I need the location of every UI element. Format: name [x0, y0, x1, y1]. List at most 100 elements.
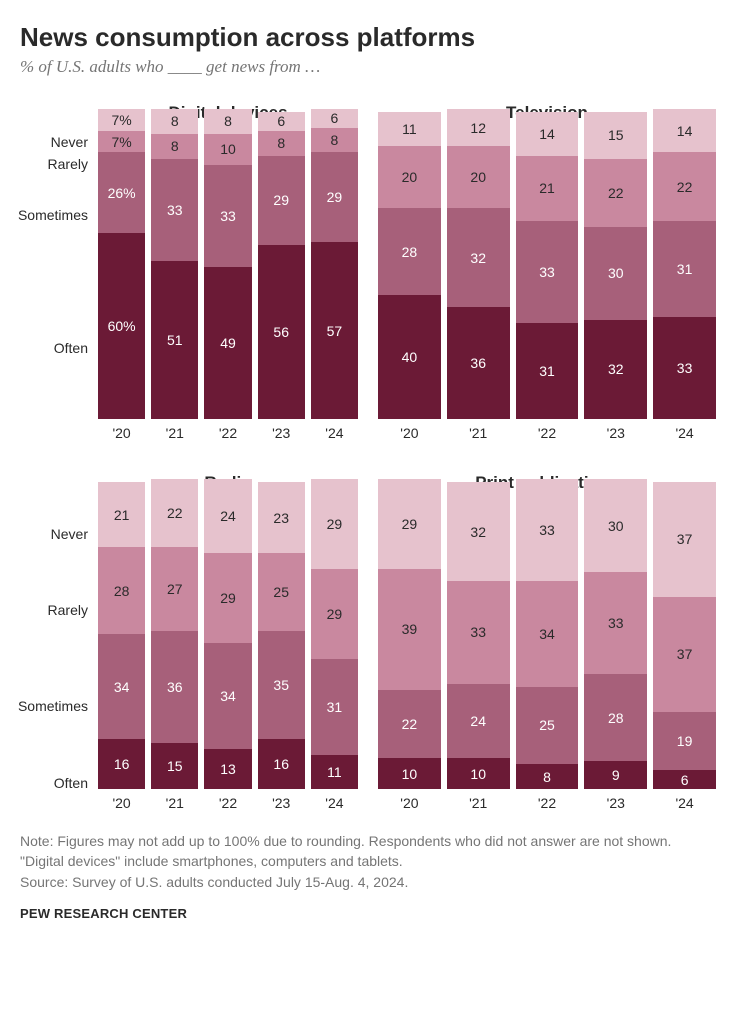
segment-often: 33	[653, 317, 716, 419]
segment-never: 11	[378, 112, 441, 146]
segment-often: 36	[447, 307, 510, 419]
x-tick-label: '23	[258, 789, 305, 811]
segment-never: 30	[584, 479, 647, 572]
bar-stack: 14223133	[653, 109, 716, 419]
source-line: Source: Survey of U.S. adults conducted …	[20, 874, 716, 890]
bar-stack: 7%7%26%60%	[98, 109, 145, 419]
segment-never: 14	[653, 109, 716, 152]
panel-radio: RadioNeverRarelySometimesOften21283416'2…	[20, 473, 358, 811]
segment-sometimes: 36	[151, 631, 198, 743]
segment-sometimes: 30	[584, 227, 647, 320]
bar-stack: 682957	[311, 109, 358, 419]
bar-stack: 3334258	[516, 479, 579, 789]
segment-sometimes: 26%	[98, 152, 145, 233]
bar-column: 21283416'20	[98, 479, 145, 811]
bar-column: 29293111'24	[311, 479, 358, 811]
bar-column: 22273615'21	[151, 479, 198, 811]
segment-rarely: 29	[204, 553, 251, 643]
bars-container: 29392210'2032332410'213334258'223033289'…	[378, 501, 716, 811]
segment-often: 8	[516, 764, 579, 789]
bar-stack: 682956	[258, 109, 305, 419]
segment-never: 21	[98, 482, 145, 547]
segment-sometimes: 19	[653, 712, 716, 771]
segment-never: 6	[258, 112, 305, 131]
segment-rarely: 8	[151, 134, 198, 159]
y-axis-labels: NeverRarelySometimesOften	[20, 131, 98, 441]
y-label-sometimes: Sometimes	[18, 698, 88, 714]
panel-print: Print publications29392210'2032332410'21…	[378, 473, 716, 811]
footnote: Note: Figures may not add up to 100% due…	[20, 831, 716, 872]
segment-often: 16	[98, 739, 145, 789]
segment-never: 6	[311, 109, 358, 128]
y-label-rarely: Rarely	[48, 602, 88, 618]
segment-sometimes: 28	[378, 208, 441, 295]
x-tick-label: '22	[204, 419, 251, 441]
segment-sometimes: 34	[98, 634, 145, 739]
bar-column: 14213331'22	[516, 109, 579, 441]
y-label-often: Often	[54, 340, 88, 356]
segment-rarely: 20	[378, 146, 441, 208]
x-tick-label: '22	[516, 789, 579, 811]
segment-sometimes: 34	[204, 643, 251, 748]
segment-often: 9	[584, 761, 647, 789]
segment-never: 32	[447, 482, 510, 581]
segment-often: 40	[378, 295, 441, 419]
segment-sometimes: 24	[447, 684, 510, 758]
segment-rarely: 22	[584, 159, 647, 227]
segment-rarely: 20	[447, 146, 510, 208]
x-tick-label: '24	[311, 419, 358, 441]
segment-often: 13	[204, 749, 251, 789]
bar-column: 24293413'22	[204, 479, 251, 811]
bars-container: 21283416'2022273615'2124293413'222325351…	[98, 501, 358, 811]
segment-sometimes: 31	[653, 221, 716, 317]
segment-rarely: 39	[378, 569, 441, 690]
bar-stack: 883351	[151, 109, 198, 419]
bar-column: 12203236'21	[447, 109, 510, 441]
bar-stack: 29392210	[378, 479, 441, 789]
bar-column: 29392210'20	[378, 479, 441, 811]
bar-stack: 3737196	[653, 479, 716, 789]
bar-stack: 32332410	[447, 479, 510, 789]
segment-never: 24	[204, 479, 251, 553]
segment-never: 33	[516, 479, 579, 581]
bar-column: 15223032'23	[584, 109, 647, 441]
bar-column: 8103349'22	[204, 109, 251, 441]
segment-often: 6	[653, 770, 716, 789]
segment-sometimes: 25	[516, 687, 579, 765]
segment-rarely: 22	[653, 152, 716, 220]
bar-column: 11202840'20	[378, 109, 441, 441]
bar-column: 7%7%26%60%'20	[98, 109, 145, 441]
x-tick-label: '23	[584, 789, 647, 811]
bars-container: 11202840'2012203236'2114213331'221522303…	[378, 131, 716, 441]
segment-never: 12	[447, 109, 510, 146]
bars-container: 7%7%26%60%'20883351'218103349'22682956'2…	[98, 131, 358, 441]
segment-rarely: 7%	[98, 131, 145, 153]
bar-column: 3334258'22	[516, 479, 579, 811]
small-multiples-grid: Digital devicesNeverRarelySometimesOften…	[20, 103, 716, 811]
segment-rarely: 8	[311, 128, 358, 153]
segment-never: 23	[258, 482, 305, 553]
segment-never: 14	[516, 112, 579, 155]
x-tick-label: '20	[98, 789, 145, 811]
segment-rarely: 29	[311, 569, 358, 659]
bar-column: 3033289'23	[584, 479, 647, 811]
bar-column: 682956'23	[258, 109, 305, 441]
segment-often: 31	[516, 323, 579, 419]
segment-rarely: 34	[516, 581, 579, 686]
bar-stack: 3033289	[584, 479, 647, 789]
segment-often: 56	[258, 245, 305, 419]
x-tick-label: '20	[378, 789, 441, 811]
segment-rarely: 37	[653, 597, 716, 712]
segment-often: 16	[258, 739, 305, 789]
segment-never: 29	[311, 479, 358, 569]
bar-column: 14223133'24	[653, 109, 716, 441]
y-axis-labels: NeverRarelySometimesOften	[20, 501, 98, 811]
segment-sometimes: 32	[447, 208, 510, 307]
segment-never: 29	[378, 479, 441, 569]
x-tick-label: '23	[584, 419, 647, 441]
bar-stack: 15223032	[584, 109, 647, 419]
segment-rarely: 10	[204, 134, 251, 165]
x-tick-label: '20	[98, 419, 145, 441]
bar-column: 32332410'21	[447, 479, 510, 811]
y-label-never: Never	[51, 526, 88, 542]
